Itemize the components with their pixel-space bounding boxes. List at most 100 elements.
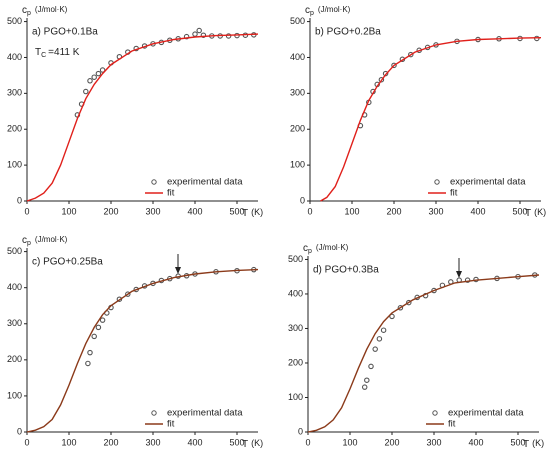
x-tick-label: 500 [510, 437, 525, 447]
fit-line [26, 268, 259, 433]
y-tick-label: 300 [288, 323, 303, 333]
data-point [83, 88, 89, 95]
y-tick-label: 500 [7, 16, 22, 26]
legend-label: fit [167, 419, 175, 430]
x-tick-label: 500 [229, 206, 244, 216]
arrow-d [456, 258, 462, 278]
y-tick-label: 300 [7, 318, 22, 328]
data-point [368, 363, 374, 370]
legend-label: experimental data [448, 408, 524, 419]
data-point [183, 33, 190, 40]
x-tick-label: 400 [470, 206, 485, 216]
y-tick-label: 100 [7, 159, 22, 169]
data-point [364, 377, 370, 383]
y-label-unit: (J/mol·K) [35, 5, 68, 14]
y-axis-label: cp (J/mol·K) [22, 235, 68, 247]
x-label-symbol: T [242, 208, 248, 219]
data-point [91, 74, 97, 80]
y-label-symbol: c [22, 235, 27, 246]
x-tick-label: 0 [24, 206, 29, 216]
data-point [125, 291, 131, 297]
data-point [378, 76, 385, 83]
data-point [192, 31, 198, 37]
x-label-unit: (K) [534, 207, 546, 217]
y-tick-label: 0 [298, 426, 303, 436]
x-tick-label: 200 [384, 437, 399, 447]
x-tick-label: 300 [426, 437, 441, 447]
panel-title: d) PGO+0.3Ba [313, 265, 379, 276]
legend-label: fit [448, 419, 456, 430]
x-label-unit: (K) [251, 438, 263, 448]
data-point [464, 277, 471, 283]
data-point [431, 287, 437, 294]
y-tick-label: 400 [7, 282, 22, 292]
x-tick-label: 100 [61, 206, 76, 216]
data-point [99, 317, 106, 323]
x-tick-label: 400 [187, 437, 202, 447]
x-tick-label: 400 [187, 206, 202, 216]
y-axis-label: cp (J/mol·K) [303, 243, 349, 255]
y-tick-label: 400 [7, 52, 22, 62]
data-point [95, 324, 102, 331]
x-label-unit: (K) [251, 207, 263, 217]
data-point [380, 327, 387, 333]
x-tick-label: 100 [61, 437, 76, 447]
x-tick-label: 300 [145, 206, 160, 216]
y-tick-label: 100 [288, 392, 303, 402]
x-tick-label: 100 [342, 437, 357, 447]
data-point [389, 313, 395, 320]
legend-symbol [434, 179, 440, 185]
x-label-symbol: T [523, 439, 529, 450]
y-tick-label: 200 [7, 354, 22, 364]
y-label-subscript: p [308, 248, 312, 255]
panel-title: a) PGO+0.1Ba [32, 27, 98, 38]
x-tick-label: 200 [103, 437, 118, 447]
y-label-symbol: c [305, 5, 310, 16]
y-tick-label: 100 [7, 390, 22, 400]
x-axis-label: T (K) [242, 207, 263, 218]
data-point [91, 333, 97, 340]
y-tick-label: 300 [290, 88, 305, 98]
data-point [361, 384, 368, 390]
legend-label: experimental data [450, 177, 526, 188]
legend-symbol [432, 410, 438, 416]
y-tick-label: 500 [290, 16, 305, 26]
fit-line [307, 274, 540, 433]
y-label-symbol: c [22, 5, 27, 16]
y-label-unit: (J/mol·K) [318, 5, 351, 14]
y-label-subscript: p [27, 10, 31, 17]
x-tick-label: 200 [386, 206, 401, 216]
x-axis-label: T (K) [242, 438, 263, 449]
y-tick-label: 500 [288, 254, 303, 264]
data-point [391, 62, 397, 69]
x-axis-label: T (K) [523, 438, 544, 449]
legend-label: fit [450, 188, 458, 199]
y-label-subscript: p [27, 240, 31, 247]
data-point [196, 27, 202, 34]
panel-title: c) PGO+0.25Ba [32, 257, 103, 268]
fit-line [320, 37, 542, 202]
legend-symbol [151, 410, 157, 416]
y-axis-label: cp (J/mol·K) [22, 5, 68, 17]
y-tick-label: 0 [17, 195, 22, 205]
y-tick-label: 200 [7, 124, 22, 134]
y-axis-label: cp (J/mol·K) [305, 5, 351, 17]
y-label-subscript: p [310, 10, 314, 17]
data-point [397, 305, 404, 311]
y-tick-label: 200 [290, 124, 305, 134]
x-tick-label: 500 [229, 437, 244, 447]
data-point [406, 299, 412, 306]
y-tick-label: 200 [288, 357, 303, 367]
data-point [87, 349, 93, 356]
data-point [225, 33, 232, 39]
arrow-c [175, 254, 181, 274]
legend-label: experimental data [167, 408, 243, 419]
x-tick-label: 0 [307, 206, 312, 216]
annotation-text: =411 K [48, 47, 80, 58]
data-point [95, 70, 102, 77]
annotation: TC =411 K [35, 47, 80, 59]
x-axis-label: T (K) [525, 207, 546, 218]
y-tick-label: 300 [7, 88, 22, 98]
x-tick-label: 300 [428, 206, 443, 216]
